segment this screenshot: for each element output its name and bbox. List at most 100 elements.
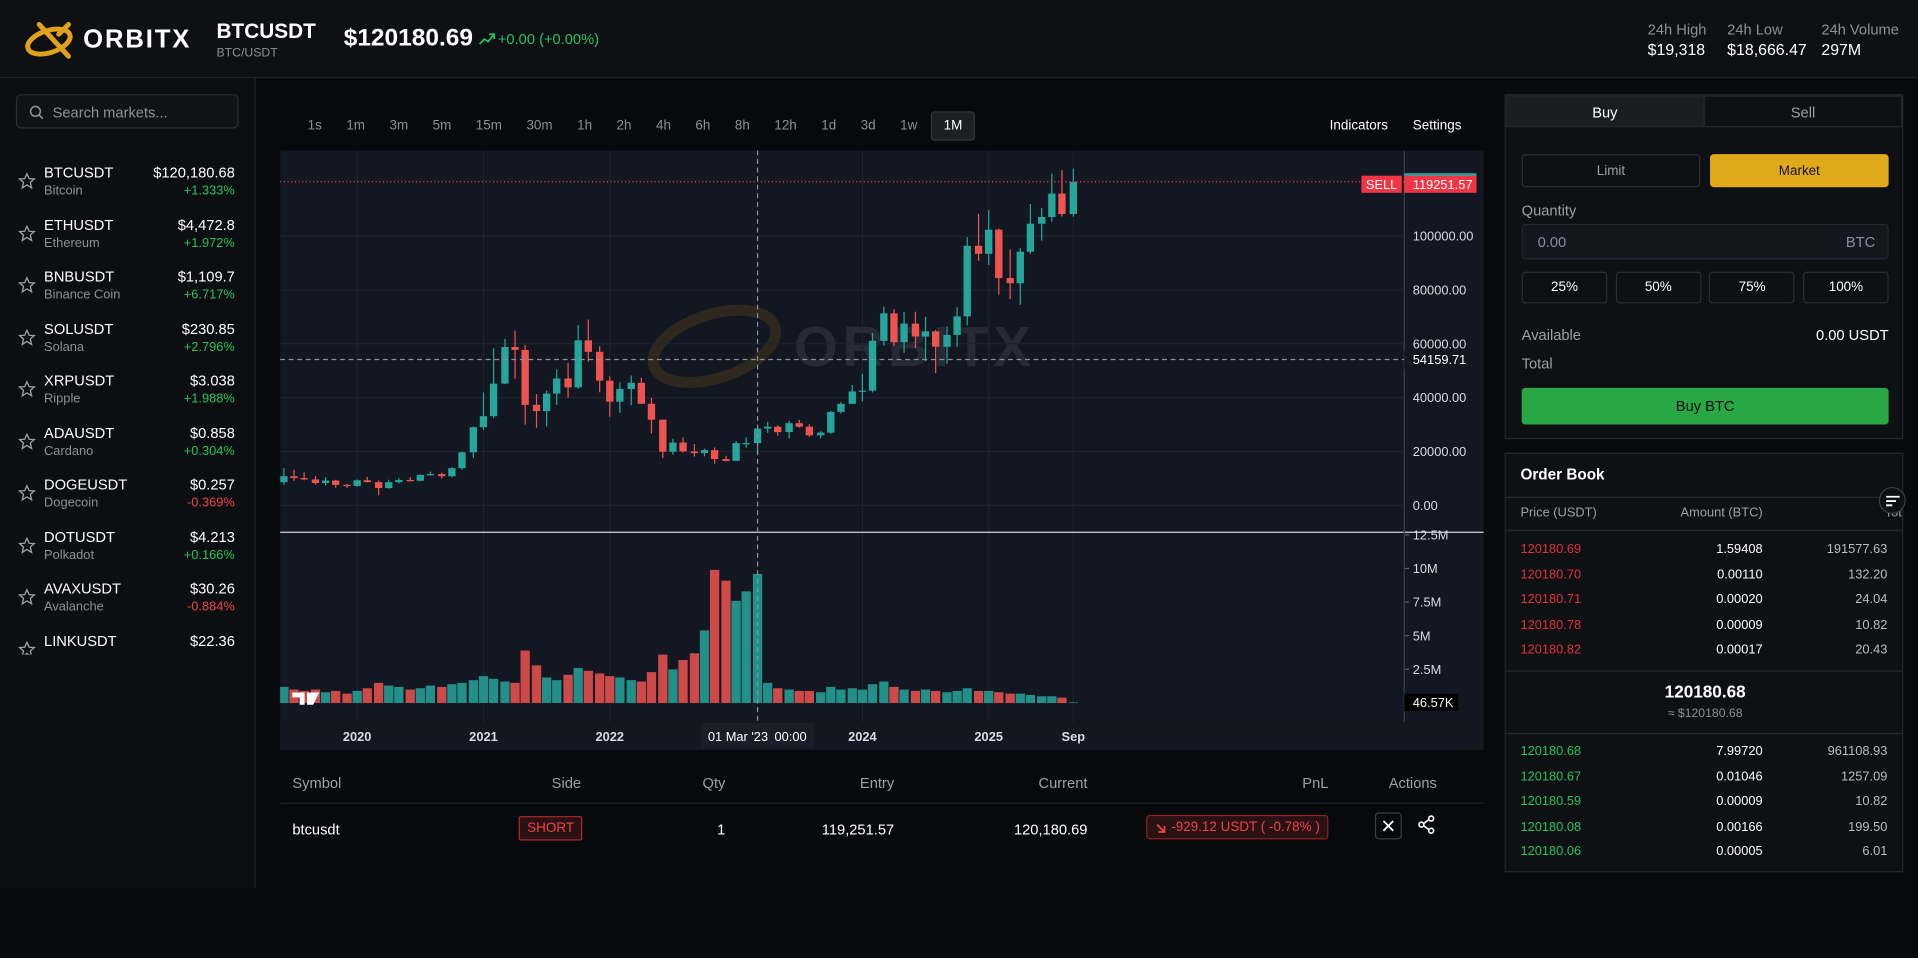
indicators-button[interactable]: Indicators <box>1329 118 1388 134</box>
market-row[interactable]: ADAUSDT Cardano $0.858 +0.304% <box>0 423 254 465</box>
star-icon[interactable] <box>18 328 36 346</box>
candle-body <box>1016 251 1024 284</box>
star-icon[interactable] <box>18 640 36 655</box>
candle-body <box>564 378 572 388</box>
candle-body <box>1048 193 1056 217</box>
volume-bar <box>709 569 720 704</box>
bid-cell: 120180.67 <box>1520 768 1582 784</box>
volume-last-bg <box>1404 693 1459 711</box>
timeframe-button[interactable]: 6h <box>695 118 711 134</box>
volume-bar <box>658 654 668 704</box>
bid-cell: 10.82 <box>1855 794 1888 809</box>
volume-bar <box>541 677 552 704</box>
star-icon[interactable] <box>18 588 36 606</box>
candle-body <box>890 313 898 343</box>
timeframe-button[interactable]: 1m <box>346 118 366 134</box>
order-type-button[interactable]: Limit <box>1521 154 1701 188</box>
star-icon[interactable] <box>18 536 36 554</box>
candle-body <box>817 432 825 436</box>
close-button[interactable] <box>1374 812 1402 840</box>
market-row[interactable]: LINKUSDT $22.36 <box>0 631 254 655</box>
timeframe-button[interactable]: 5m <box>432 118 452 134</box>
timeframe-button[interactable]: 1d <box>821 118 837 134</box>
candle-body <box>637 382 646 404</box>
volume-bar <box>889 686 899 704</box>
timeframe-button[interactable]: 1h <box>577 118 593 134</box>
market-row[interactable]: BNBUSDT Binance Coin $1,109.7 +6.717% <box>0 267 254 309</box>
volume-bar <box>741 591 751 704</box>
market-change: -0.369% <box>187 495 235 511</box>
volume-bar <box>794 690 804 704</box>
submit-button[interactable]: Buy BTC <box>1521 387 1889 425</box>
star-icon[interactable] <box>18 172 36 190</box>
timeframe-button[interactable]: 4h <box>655 118 671 134</box>
market-row[interactable]: DOTUSDT Polkadot $4.213 +0.166% <box>0 527 254 569</box>
search-box[interactable]: Search markets... <box>15 94 239 129</box>
timeframe-button[interactable]: 30m <box>526 118 553 134</box>
candle-body <box>395 479 403 483</box>
ask-cell: 0.00020 <box>1716 592 1763 607</box>
volume-bar <box>826 686 836 704</box>
timeframe-button[interactable]: 1s <box>307 118 322 134</box>
volume-bar <box>563 674 573 704</box>
star-icon[interactable] <box>18 276 36 294</box>
order-tab[interactable]: Buy <box>1505 95 1704 128</box>
candle-body <box>521 349 529 405</box>
percent-button[interactable]: 25% <box>1521 271 1608 304</box>
candle-body <box>363 480 371 483</box>
market-change: +0.304% <box>183 443 235 459</box>
market-row[interactable]: XRPUSDT Ripple $3.038 +1.988% <box>0 371 254 413</box>
volume-bar <box>668 669 678 704</box>
timeframe-button[interactable]: 1M <box>931 111 975 141</box>
market-row[interactable]: DOGEUSDT Dogecoin $0.257 -0.369% <box>0 475 254 517</box>
order-tab[interactable]: Sell <box>1703 95 1903 128</box>
volume-bar <box>1068 702 1078 704</box>
star-icon[interactable] <box>18 484 36 502</box>
volume-bar <box>425 685 436 704</box>
candle-body <box>732 443 740 461</box>
candle-body <box>837 403 845 412</box>
bid-cell: 7.99720 <box>1716 743 1763 759</box>
volume-tick-label: 7.5M <box>1413 595 1442 610</box>
positions-table: Symbol Side Qty Entry Current PnL Actions btcus… <box>280 761 1484 871</box>
candle-body <box>974 245 983 254</box>
market-row[interactable]: SOLUSDT Solana $230.85 +2.796% <box>0 319 254 361</box>
filter-button[interactable] <box>1878 486 1906 514</box>
timeframe-button[interactable]: 12h <box>774 118 797 134</box>
volume-bar <box>1005 693 1015 704</box>
ask-cell: 20.43 <box>1855 642 1888 658</box>
candle-body <box>805 426 814 436</box>
x-tick-label: 2025 <box>974 729 1003 744</box>
star-icon[interactable] <box>18 432 36 450</box>
position-cell: 119,251.57 <box>821 820 895 839</box>
candle-body <box>700 450 709 454</box>
quantity-input[interactable]: 0.00 BTC <box>1521 223 1889 260</box>
market-row[interactable]: ETHUSDT Ethereum $4,472.8 +1.972% <box>0 215 254 257</box>
share-button[interactable] <box>1414 812 1441 839</box>
candle-body <box>469 427 478 453</box>
market-row[interactable]: BTCUSDT Bitcoin $120,180.68 +1.333% <box>0 163 254 205</box>
timeframe-button[interactable]: 1w <box>900 118 918 134</box>
percent-button[interactable]: 75% <box>1709 271 1795 304</box>
percent-button[interactable]: 100% <box>1803 271 1889 304</box>
volume-bar <box>836 689 846 704</box>
timeframe-button[interactable]: 3d <box>860 118 876 134</box>
symbol: BTCUSDT <box>216 19 316 43</box>
timeframe-button[interactable]: 3m <box>389 118 409 134</box>
divider <box>1505 529 1903 531</box>
timeframe-button[interactable]: 15m <box>475 118 502 134</box>
percent-button[interactable]: 50% <box>1615 271 1702 304</box>
star-icon[interactable] <box>18 380 36 398</box>
volume-bar <box>415 688 425 704</box>
pnl-arrow <box>1155 824 1165 833</box>
market-symbol: DOTUSDT <box>44 527 115 546</box>
order-type-button[interactable]: Market <box>1710 154 1889 188</box>
y-tick-label: 20000.00 <box>1413 444 1467 459</box>
market-row[interactable]: AVAXUSDT Avalanche $30.26 -0.884% <box>0 579 254 621</box>
star-icon[interactable] <box>18 224 36 242</box>
order-book-column: Price (USDT) <box>1520 505 1597 520</box>
timeframe-button[interactable]: 8h <box>734 118 750 134</box>
timeframe-button[interactable]: 2h <box>616 118 632 134</box>
settings-button[interactable]: Settings <box>1412 118 1462 134</box>
